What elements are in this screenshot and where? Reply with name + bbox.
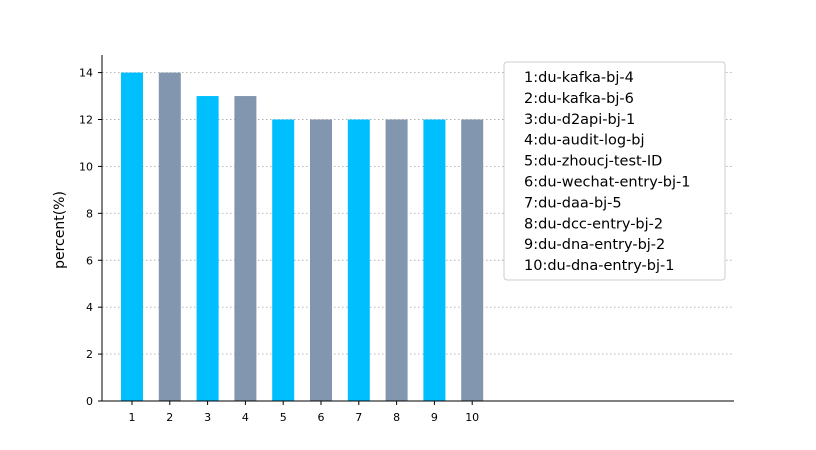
x-tick-label: 4 bbox=[242, 411, 249, 424]
legend-entry: 1:du-kafka-bj-4 bbox=[524, 70, 634, 86]
bar-5 bbox=[272, 119, 295, 401]
x-tick-label: 10 bbox=[465, 411, 479, 424]
bar-8 bbox=[385, 119, 408, 401]
x-tick-label: 9 bbox=[431, 411, 438, 424]
legend-entry: 8:du-dcc-entry-bj-2 bbox=[524, 216, 663, 232]
y-ticks: 0 2 4 6 8 10 12 14 bbox=[79, 67, 102, 408]
legend-entry: 6:du-wechat-entry-bj-1 bbox=[524, 175, 691, 191]
y-tick-label: 2 bbox=[86, 348, 93, 361]
x-tick-label: 1 bbox=[129, 411, 136, 424]
bar-7 bbox=[347, 119, 370, 401]
legend-entry: 9:du-dna-entry-bj-2 bbox=[524, 237, 665, 253]
bar-2 bbox=[158, 72, 181, 401]
y-tick-label: 10 bbox=[79, 160, 93, 173]
legend-entry: 10:du-dna-entry-bj-1 bbox=[524, 258, 674, 274]
x-ticks: 1 2 3 4 5 6 7 8 9 10 bbox=[129, 401, 479, 424]
x-tick-label: 8 bbox=[393, 411, 400, 424]
x-tick-label: 2 bbox=[166, 411, 173, 424]
y-tick-label: 8 bbox=[86, 207, 93, 220]
legend-entry: 4:du-audit-log-bj bbox=[524, 133, 645, 149]
x-tick-label: 6 bbox=[318, 411, 325, 424]
legend-box bbox=[503, 61, 726, 281]
y-tick-label: 12 bbox=[79, 114, 93, 127]
y-axis-label: percent(%) bbox=[52, 191, 68, 269]
bar-3 bbox=[196, 96, 219, 402]
x-tick-label: 3 bbox=[204, 411, 211, 424]
x-tick-label: 5 bbox=[280, 411, 287, 424]
bar-9 bbox=[423, 119, 446, 401]
bar-10 bbox=[461, 119, 484, 401]
y-tick-label: 4 bbox=[86, 301, 93, 314]
legend-entry: 5:du-zhoucj-test-ID bbox=[524, 154, 662, 170]
bar-4 bbox=[234, 96, 257, 402]
legend-entry: 3:du-d2api-bj-1 bbox=[524, 112, 635, 128]
y-tick-label: 14 bbox=[79, 67, 93, 80]
legend-entry: 2:du-kafka-bj-6 bbox=[524, 91, 634, 107]
bar-1 bbox=[121, 72, 143, 401]
y-tick-label: 0 bbox=[86, 395, 93, 408]
x-tick-label: 7 bbox=[355, 411, 362, 424]
legend: 1:du-kafka-bj-4 2:du-kafka-bj-6 3:du-d2api… bbox=[503, 61, 726, 281]
y-tick-label: 6 bbox=[86, 254, 93, 267]
bars bbox=[121, 72, 484, 402]
bar-6 bbox=[310, 119, 332, 401]
legend-entry: 7:du-daa-bj-5 bbox=[524, 195, 622, 211]
